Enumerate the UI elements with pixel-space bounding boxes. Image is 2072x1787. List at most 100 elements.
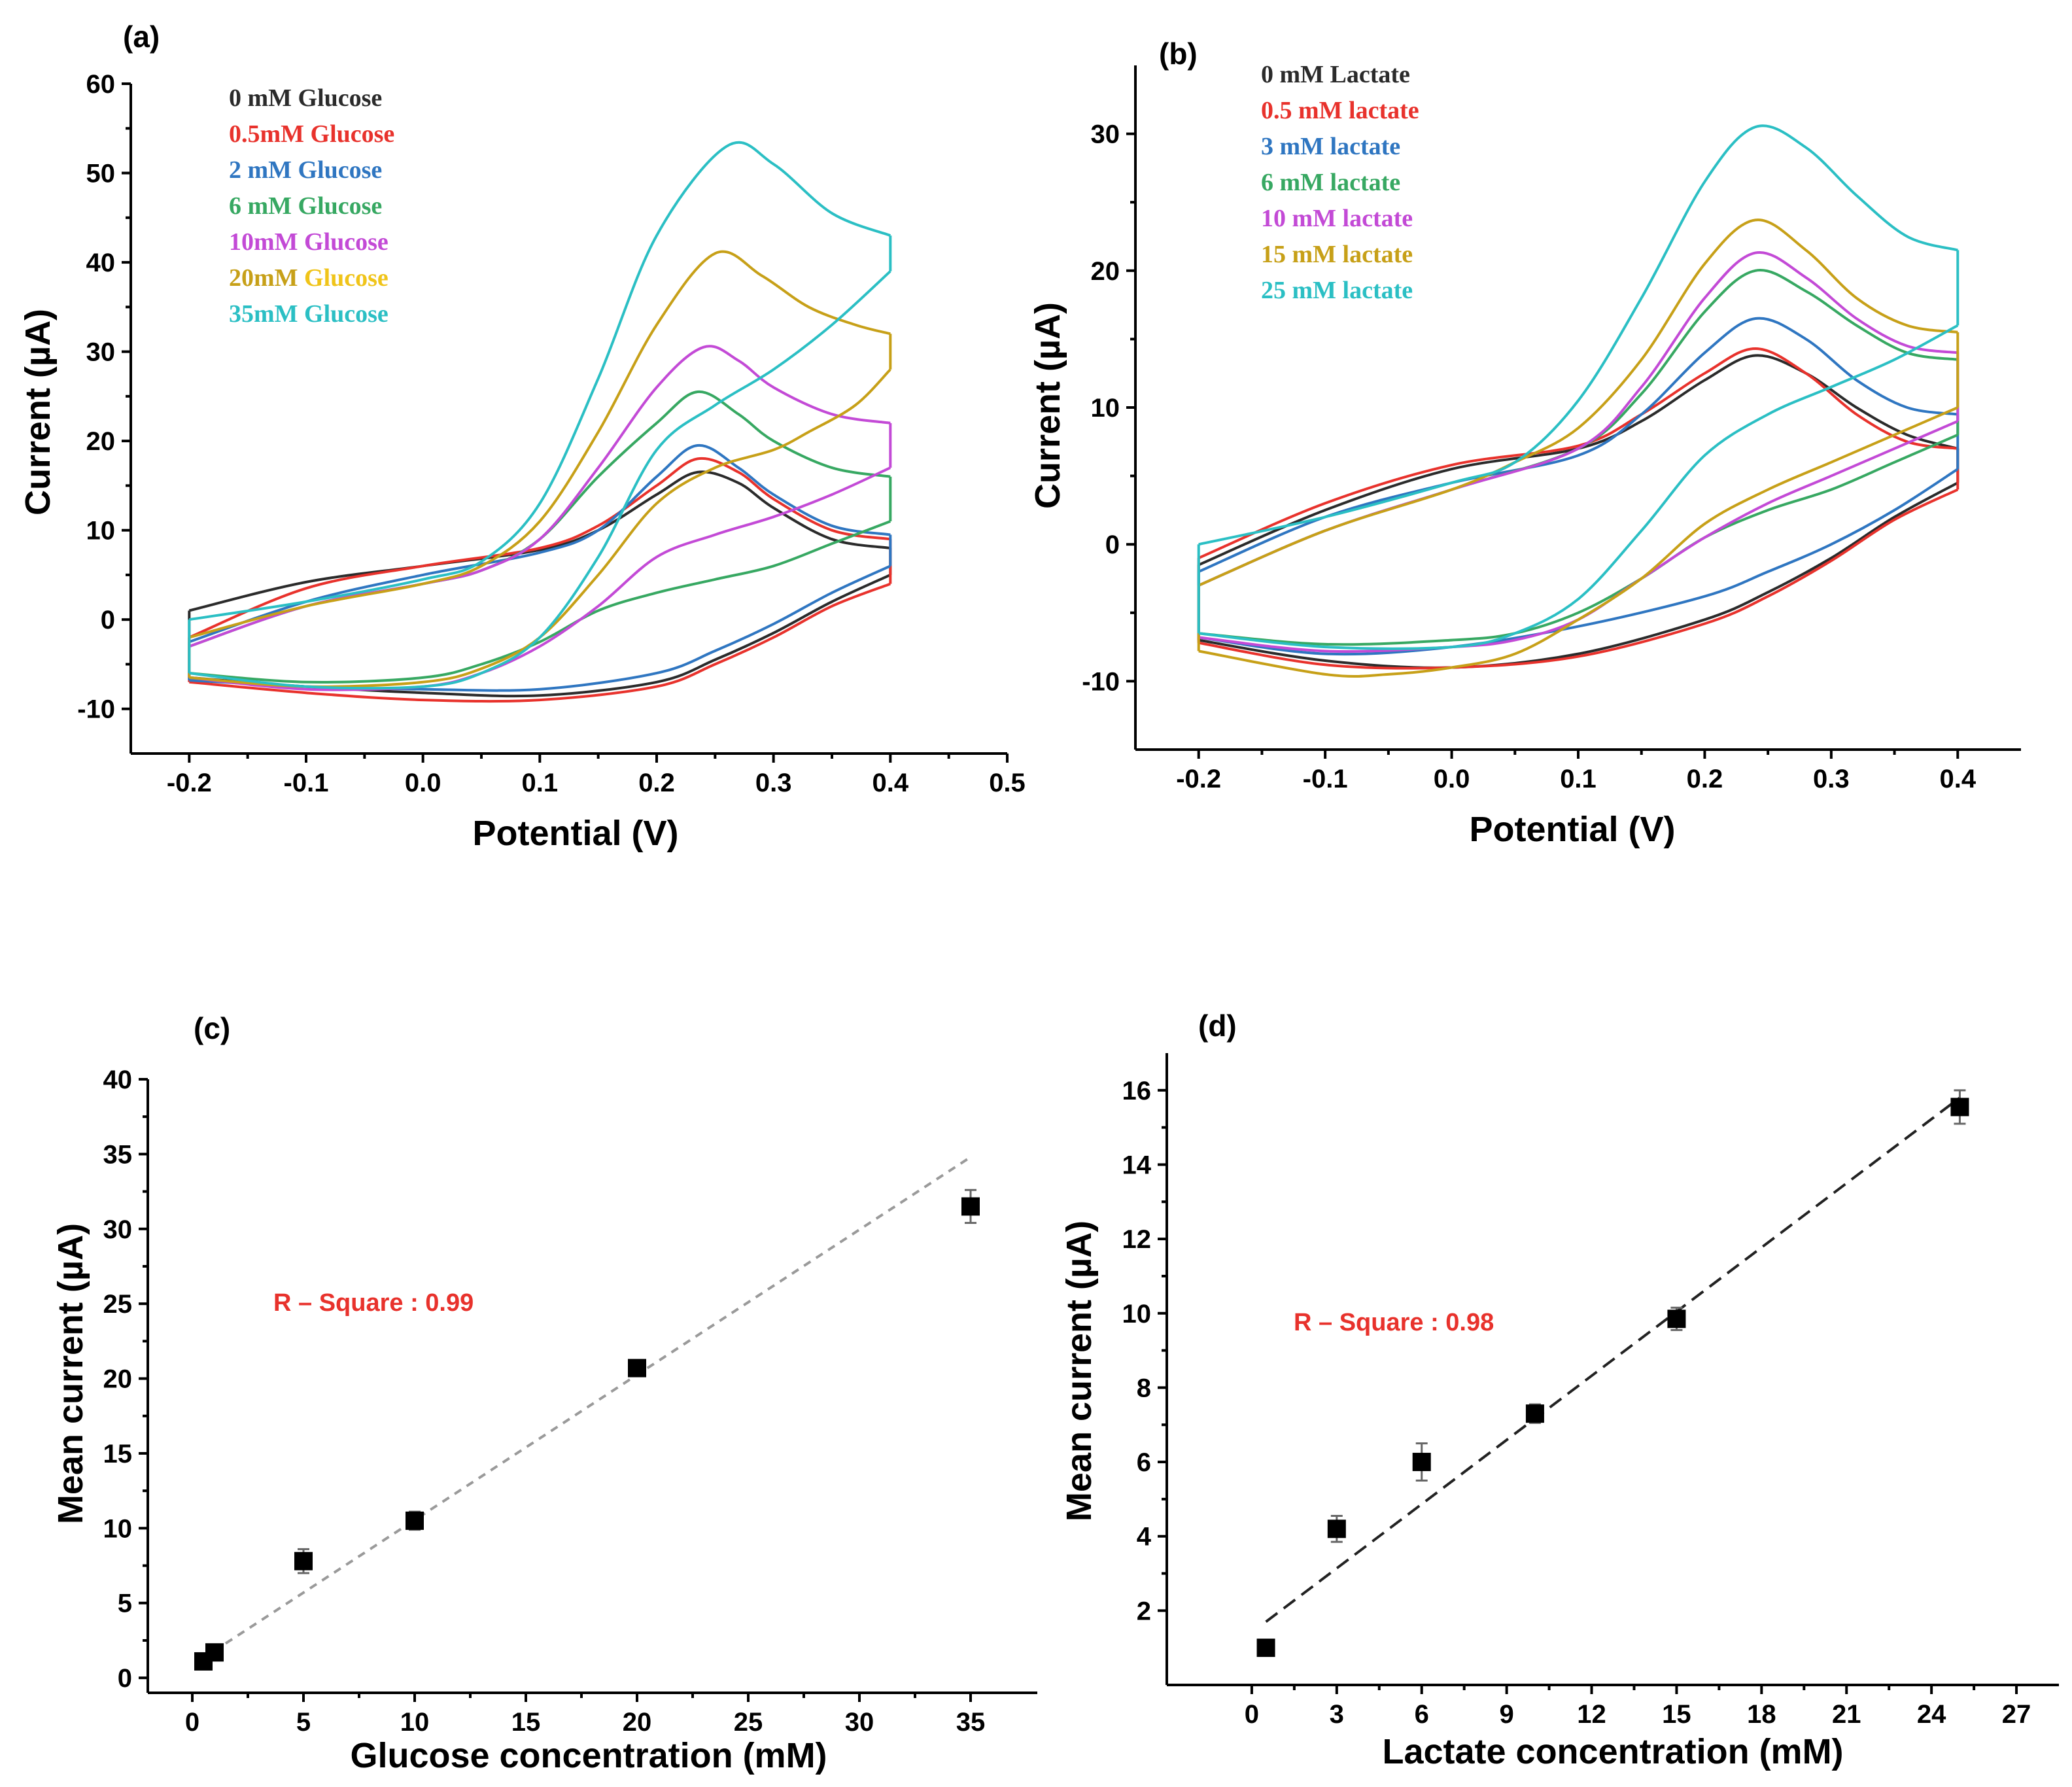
legend-text: 10mM Glucose bbox=[229, 228, 389, 256]
x-tick-label: 15 bbox=[1662, 1700, 1691, 1729]
cv-forward-scan bbox=[1198, 317, 1958, 573]
cv-reverse-scan bbox=[189, 270, 891, 690]
x-tick-label: 0.0 bbox=[405, 769, 441, 797]
legend-entry: 20mM Glucose bbox=[229, 264, 389, 292]
panel-a-xlabel: Potential (V) bbox=[472, 814, 678, 853]
legend-text: 0.5mM Glucose bbox=[229, 120, 394, 148]
y-tick-label: 20 bbox=[1091, 257, 1120, 286]
y-tick-label: 30 bbox=[1091, 120, 1120, 149]
panel-d-ylabel: Mean current (µA) bbox=[1060, 1221, 1099, 1521]
panel-a: (a) -0.2 -0.1 0.0 0.1 0.2 0.3 0.4 0.5 -10 0 10 20 30… bbox=[18, 20, 1026, 853]
cv-reverse-scan bbox=[1198, 488, 1959, 670]
x-tick-label: 25 bbox=[734, 1708, 763, 1737]
cv-reverse-scan bbox=[1198, 406, 1959, 678]
x-tick-label: 35 bbox=[956, 1708, 986, 1737]
legend-entry: 0.5mM Glucose bbox=[229, 120, 394, 148]
legend-entry: 15 mM lactate bbox=[1261, 241, 1413, 268]
panel-c-marks bbox=[194, 1156, 980, 1671]
legend-entry: 0.5 mM lactate bbox=[1261, 97, 1419, 124]
y-tick-label: 10 bbox=[1122, 1300, 1152, 1328]
y-tick-label: 20 bbox=[103, 1365, 133, 1394]
cv-reverse-scan bbox=[1198, 433, 1959, 646]
y-tick-label: 0 bbox=[101, 606, 115, 634]
y-tick-label: 8 bbox=[1137, 1374, 1151, 1402]
x-tick-label: 0.0 bbox=[1434, 765, 1470, 793]
panel-a-curves bbox=[188, 141, 892, 703]
x-tick-label: 0.4 bbox=[1939, 765, 1976, 793]
y-tick-label: 25 bbox=[103, 1290, 133, 1319]
legend-entry: 10mM Glucose bbox=[229, 228, 389, 256]
y-tick-label: 14 bbox=[1122, 1151, 1152, 1179]
panel-b-label: (b) bbox=[1159, 37, 1198, 71]
y-tick-label: 0 bbox=[118, 1664, 132, 1693]
y-tick-label: 10 bbox=[103, 1514, 133, 1543]
y-tick-label: 15 bbox=[103, 1440, 133, 1468]
data-point bbox=[1525, 1404, 1544, 1423]
x-tick-label: 3 bbox=[1330, 1700, 1344, 1729]
panel-c-ylabel: Mean current (µA) bbox=[51, 1223, 90, 1524]
panel-a-label: (a) bbox=[123, 20, 160, 54]
legend-entry: 3 mM lactate bbox=[1261, 133, 1400, 160]
x-tick-label: 9 bbox=[1499, 1700, 1513, 1729]
legend-entry: 25 mM lactate bbox=[1261, 277, 1413, 304]
x-tick-label: 0.2 bbox=[638, 769, 675, 797]
x-tick-label: 0.2 bbox=[1687, 765, 1723, 793]
cv-reverse-scan bbox=[1198, 324, 1959, 650]
x-tick-label: -0.1 bbox=[284, 769, 329, 797]
cv-reverse-scan bbox=[1198, 468, 1959, 656]
y-tick-label: 20 bbox=[86, 427, 116, 456]
legend-entry: 0 mM Lactate bbox=[1261, 61, 1410, 88]
cv-forward-scan bbox=[188, 141, 891, 621]
x-tick-label: 0 bbox=[1245, 1700, 1259, 1729]
data-point bbox=[1667, 1310, 1686, 1328]
panel-a-legend: 0 mM Glucose 0.5mM Glucose 2 mM Glucose 6 m… bbox=[229, 84, 394, 328]
panel-c-axes: 0 5 10 15 20 25 30 35 0 5 10 15 20 25 30 35 40 bbox=[103, 1066, 1037, 1737]
linear-fit-line bbox=[1265, 1096, 1961, 1623]
cv-forward-scan bbox=[188, 443, 891, 644]
x-tick-label: 10 bbox=[400, 1708, 430, 1737]
data-point bbox=[961, 1197, 980, 1216]
panel-b: (b) -0.2 -0.1 0.0 0.1 0.2 0.3 0.4 -10 0 10 20 30 0 … bbox=[1028, 37, 2021, 849]
cv-reverse-scan bbox=[189, 520, 891, 684]
y-tick-label: 50 bbox=[86, 160, 116, 188]
data-point bbox=[1950, 1098, 1969, 1117]
legend-entry: 2 mM Glucose bbox=[229, 156, 382, 184]
legend-text: 2 mM Glucose bbox=[229, 156, 382, 184]
y-tick-label: 10 bbox=[86, 517, 116, 546]
data-point bbox=[294, 1552, 313, 1570]
panel-c-label: (c) bbox=[194, 1011, 230, 1045]
legend-text: 0 mM Lactate bbox=[1261, 61, 1410, 88]
x-tick-label: 0 bbox=[185, 1708, 199, 1737]
x-tick-label: 0.1 bbox=[522, 769, 559, 797]
y-tick-label: 35 bbox=[103, 1140, 133, 1169]
panel-a-axes: -0.2 -0.1 0.0 0.1 0.2 0.3 0.4 0.5 -10 0 10 20 30 40 50… bbox=[77, 70, 1026, 797]
y-tick-label: 30 bbox=[103, 1215, 133, 1244]
x-tick-label: 21 bbox=[1832, 1700, 1861, 1729]
linear-fit-line bbox=[224, 1156, 972, 1645]
y-tick-label: -10 bbox=[1082, 667, 1120, 696]
data-point bbox=[1256, 1639, 1275, 1657]
y-tick-label: 10 bbox=[1091, 394, 1120, 423]
panel-d-marks bbox=[1256, 1089, 1969, 1657]
cv-reverse-scan bbox=[189, 368, 891, 688]
legend-text: 6 mM lactate bbox=[1261, 169, 1400, 196]
cv-forward-scan bbox=[1198, 218, 1958, 587]
panel-c-xlabel: Glucose concentration (mM) bbox=[350, 1736, 827, 1775]
y-tick-label: 60 bbox=[86, 70, 116, 99]
panel-d-xlabel: Lactate concentration (mM) bbox=[1382, 1732, 1843, 1771]
x-tick-label: 0.4 bbox=[872, 769, 909, 797]
x-tick-label: 0.1 bbox=[1560, 765, 1597, 793]
legend-entry: 35mM Glucose bbox=[229, 300, 389, 328]
cv-reverse-scan bbox=[1198, 481, 1959, 669]
legend-entry: 0 mM Glucose bbox=[229, 84, 382, 112]
data-point bbox=[205, 1643, 224, 1662]
x-tick-label: -0.1 bbox=[1303, 765, 1348, 793]
x-tick-label: -0.2 bbox=[1176, 765, 1221, 793]
data-point bbox=[1327, 1519, 1346, 1538]
legend-text: 0 mM Glucose bbox=[229, 84, 382, 112]
x-tick-label: 18 bbox=[1747, 1700, 1776, 1729]
legend-text: Glucose bbox=[304, 264, 389, 292]
panel-b-legend: 0 mM Lactate 0.5 mM lactate 3 mM lactate 6 … bbox=[1261, 61, 1419, 304]
panel-c-r-square: R – Square : 0.99 bbox=[273, 1289, 474, 1317]
